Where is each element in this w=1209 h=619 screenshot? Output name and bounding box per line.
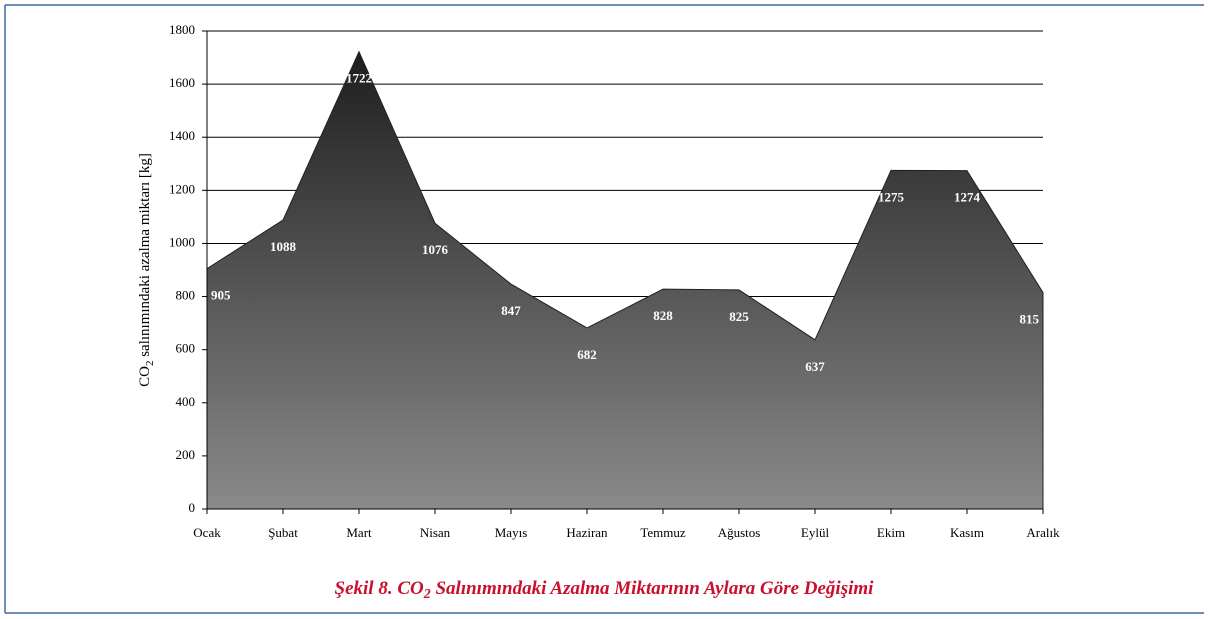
data-label: 637	[805, 359, 825, 374]
data-label: 1076	[422, 242, 449, 257]
y-tick-label: 1000	[169, 234, 195, 249]
y-tick-label: 1200	[169, 181, 195, 196]
x-tick-label: Mayıs	[495, 525, 528, 540]
frame	[4, 4, 1204, 614]
x-tick-label: Eylül	[801, 525, 830, 540]
area	[206, 50, 1044, 510]
data-label: 847	[501, 303, 521, 318]
data-label: 1275	[878, 189, 905, 204]
data-label: 1274	[954, 190, 981, 205]
x-tick-label: Haziran	[566, 525, 608, 540]
y-tick-label: 600	[176, 341, 196, 356]
y-tick-label: 1600	[169, 75, 195, 90]
y-axis-label: CO2 salınımındaki azalma miktarı [kg]	[137, 153, 155, 387]
y-tick-label: 1800	[169, 22, 195, 37]
data-label: 1722	[346, 71, 372, 86]
x-tick-label: Şubat	[268, 525, 298, 540]
data-label: 905	[211, 288, 231, 303]
x-tick-label: Ağustos	[718, 525, 761, 540]
x-tick-label: Ocak	[193, 525, 221, 540]
x-tick-label: Kasım	[950, 525, 984, 540]
x-tick-label: Temmuz	[640, 525, 686, 540]
y-tick-label: 400	[176, 394, 196, 409]
y-tick-label: 1400	[169, 128, 195, 143]
x-tick-label: Nisan	[420, 525, 451, 540]
data-label: 682	[577, 347, 597, 362]
x-tick-label: Aralık	[1026, 525, 1060, 540]
y-tick-label: 800	[176, 288, 196, 303]
y-tick-label: 0	[189, 500, 196, 515]
data-label: 1088	[270, 239, 297, 254]
y-tick-label: 200	[176, 447, 196, 462]
x-tick-label: Mart	[346, 525, 372, 540]
data-label: 815	[1020, 312, 1040, 327]
caption: Şekil 8. CO2 Salınımındaki Azalma Miktar…	[335, 578, 875, 602]
x-tick-label: Ekim	[877, 525, 905, 540]
data-label: 828	[653, 308, 673, 323]
data-label: 825	[729, 309, 749, 324]
